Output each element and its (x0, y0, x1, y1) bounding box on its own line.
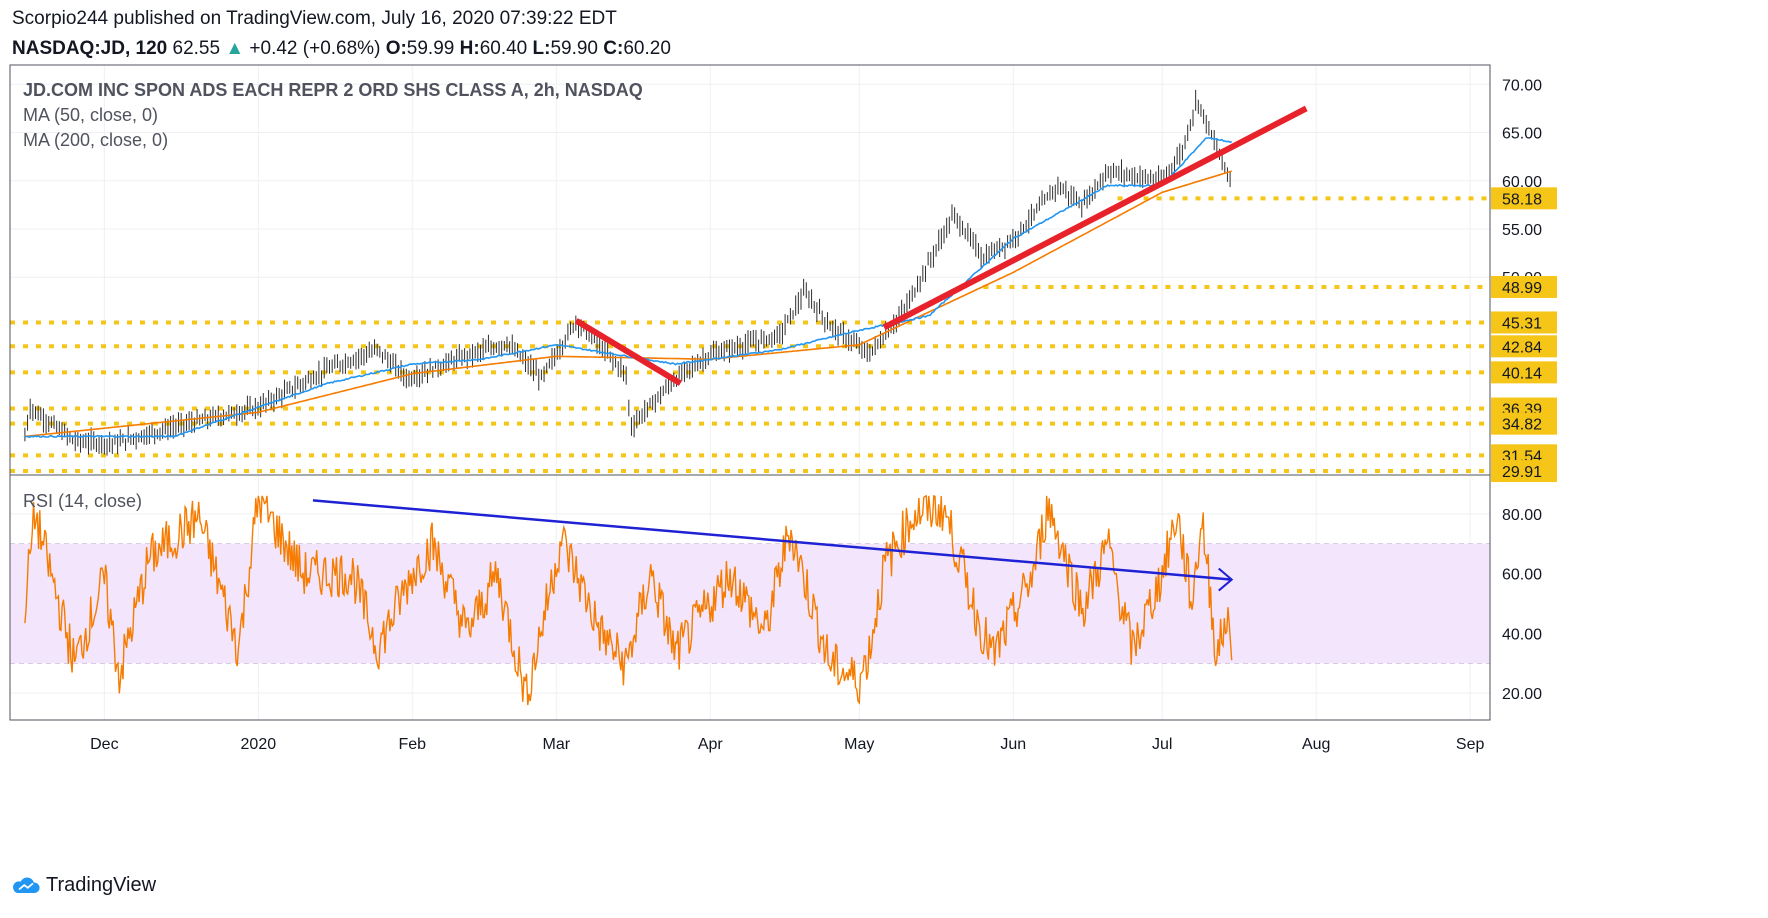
blue-arrowhead-icon (1218, 567, 1234, 592)
time-tick-label: Jun (1000, 736, 1026, 753)
price-tick-label: 60.00 (1502, 174, 1542, 191)
price-level-label: 29.91 (1502, 464, 1542, 481)
close-value: 60.20 (623, 38, 671, 59)
open-value: 59.99 (406, 38, 455, 59)
rsi-tick-label: 40.00 (1502, 626, 1542, 643)
price-level-label: 58.18 (1502, 191, 1542, 208)
time-tick-label: 2020 (241, 736, 277, 753)
cloud-logo-icon (13, 876, 40, 893)
rsi-band (10, 543, 1490, 664)
high-value: 60.40 (479, 38, 528, 59)
price-level-badge (1491, 412, 1557, 435)
tradingview-logo[interactable]: TradingView (12, 874, 156, 897)
price-axis[interactable]: 70.0065.0060.0055.0050.0058.1848.9945.31… (1491, 77, 1557, 483)
brand-name: TradingView (46, 874, 157, 896)
price-series (24, 89, 1231, 456)
price-level-badge (1491, 335, 1557, 358)
publish-info: Scorpio244 published on TradingView.com,… (12, 8, 617, 29)
rsi-line (24, 494, 1233, 706)
panel-frame (9, 64, 1491, 721)
price-level-label: 40.14 (1502, 365, 1542, 382)
legend-label: MA (50, close, 0) (23, 105, 158, 125)
price-level-label: 48.99 (1502, 280, 1542, 297)
plot-border (9, 64, 1491, 721)
rsi-tick-label: 20.00 (1502, 686, 1542, 703)
price-level-label: 45.31 (1502, 315, 1542, 332)
red-trendline (574, 318, 683, 386)
legend-label: RSI (14, close) (23, 491, 142, 511)
symbol-quote-line: NASDAQ:JD, 120 62.55 ▲ +0.42 (+0.68%) O:… (12, 38, 671, 60)
time-tick-label: Mar (543, 736, 571, 753)
price-level-badge (1491, 275, 1557, 298)
open-label: O: (385, 38, 407, 59)
blue-trendline (312, 499, 1232, 581)
price-level-badge (1491, 361, 1557, 384)
ma200-line (24, 170, 1232, 438)
time-tick-label: Dec (90, 736, 118, 753)
price-change: +0.42 (+0.68%) (249, 38, 381, 59)
up-arrow-icon: ▲ (225, 38, 245, 59)
low-value: 59.90 (550, 38, 598, 59)
legend-label: JD.COM INC SPON ADS EACH REPR 2 ORD SHS … (23, 80, 643, 100)
time-tick-label: Aug (1302, 736, 1330, 753)
price-level-badge (1491, 460, 1557, 483)
rsi-tick-label: 60.00 (1502, 567, 1542, 584)
ma50-line (24, 137, 1232, 438)
last-price: 62.55 (172, 38, 221, 59)
rsi-axis[interactable]: 80.00 60.00 40.00 20.00 (1502, 507, 1542, 703)
trendlines[interactable] (312, 105, 1308, 592)
time-tick-label: Jul (1152, 736, 1172, 753)
price-level-badge (1491, 311, 1557, 334)
legend: JD.COM INC SPON ADS EACH REPR 2 ORD SHS … (23, 80, 643, 511)
price-level-label: 34.82 (1502, 417, 1542, 434)
time-axis[interactable]: Dec 2020 Feb Mar Apr May Jun Jul Aug Sep (90, 736, 1484, 753)
price-tick-label: 70.00 (1502, 77, 1542, 94)
support-levels (10, 196, 1490, 474)
time-tick-label: May (844, 736, 874, 753)
rsi-tick-label: 80.00 (1502, 507, 1542, 524)
price-level-badge (1491, 187, 1557, 210)
red-trendline (882, 105, 1308, 331)
time-tick-label: Apr (698, 736, 724, 753)
symbol-label: NASDAQ:JD, 120 (12, 38, 168, 59)
price-tick-label: 65.00 (1502, 126, 1542, 143)
high-label: H: (459, 38, 480, 59)
time-tick-label: Sep (1456, 736, 1485, 753)
price-tick-label: 55.00 (1502, 222, 1542, 239)
price-level-label: 42.84 (1502, 339, 1542, 356)
close-label: C: (603, 38, 624, 59)
legend-label: MA (200, close, 0) (23, 130, 168, 150)
low-label: L: (532, 38, 551, 59)
time-tick-label: Feb (398, 736, 426, 753)
